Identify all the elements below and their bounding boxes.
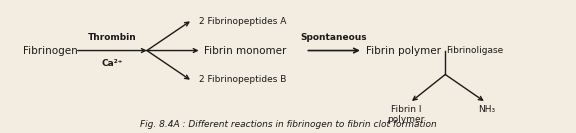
Text: Thrombin: Thrombin bbox=[88, 33, 137, 42]
Text: Spontaneous: Spontaneous bbox=[301, 33, 367, 42]
Text: Fibrin polymer: Fibrin polymer bbox=[366, 45, 441, 56]
Text: Fibrinogen: Fibrinogen bbox=[23, 45, 78, 56]
Text: NH₃: NH₃ bbox=[478, 105, 495, 114]
Text: Fibrinoligase: Fibrinoligase bbox=[446, 46, 503, 55]
Text: Fibrin I
polymer: Fibrin I polymer bbox=[388, 105, 425, 124]
Text: 2 Fibrinopeptides A: 2 Fibrinopeptides A bbox=[199, 17, 286, 26]
Text: Ca²⁺: Ca²⁺ bbox=[101, 59, 123, 68]
Text: Fibrin monomer: Fibrin monomer bbox=[204, 45, 287, 56]
Text: 2 Fibrinopeptides B: 2 Fibrinopeptides B bbox=[199, 75, 286, 84]
Text: Fig. 8.4A : Different reactions in fibrinogen to fibrin clot formation: Fig. 8.4A : Different reactions in fibri… bbox=[139, 120, 437, 129]
